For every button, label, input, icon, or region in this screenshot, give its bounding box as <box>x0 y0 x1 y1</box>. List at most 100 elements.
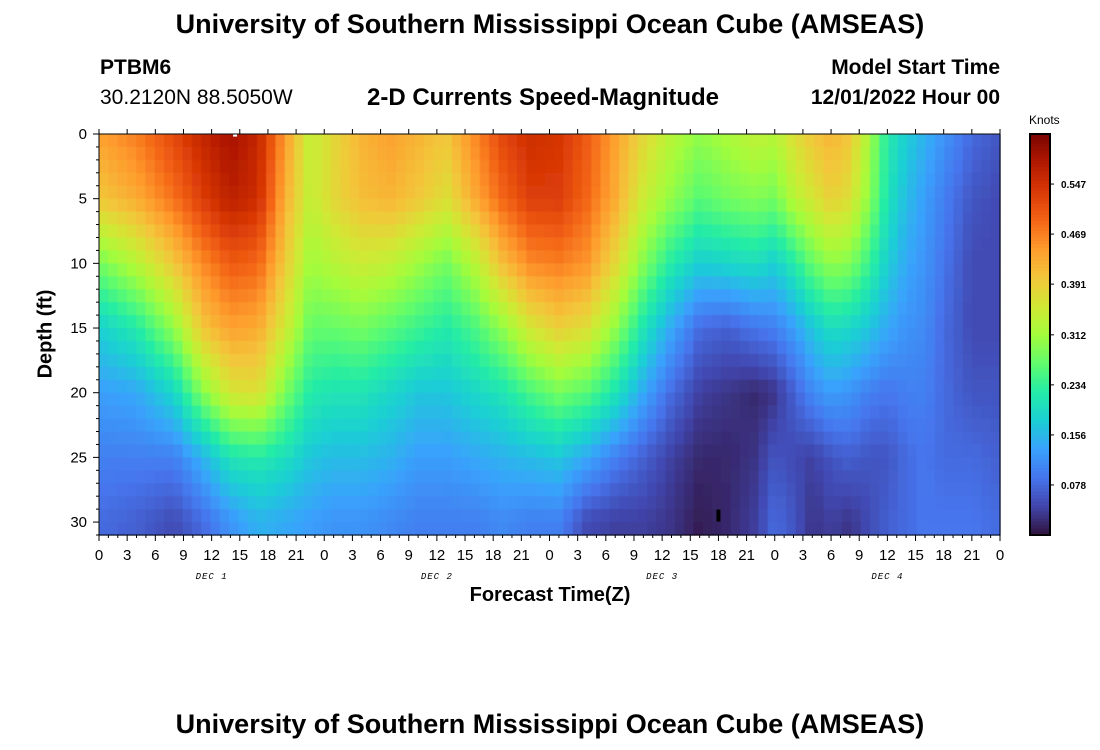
x-tick-label: 21 <box>288 547 305 564</box>
heat-cell <box>563 340 574 355</box>
heat-cell <box>312 276 323 290</box>
heat-cell <box>823 457 834 471</box>
heat-cell <box>879 328 890 342</box>
heat-cell <box>349 483 360 497</box>
heat-cell <box>284 379 295 394</box>
heat-cell <box>972 185 983 200</box>
heat-cell <box>535 211 546 226</box>
heat-cell <box>981 509 992 523</box>
heat-cell <box>312 198 323 213</box>
heat-cell <box>294 457 304 471</box>
heat-cell <box>303 379 314 394</box>
heat-cell <box>507 315 518 329</box>
heat-cell <box>377 483 388 497</box>
heat-cell <box>294 392 304 407</box>
heat-cell <box>312 172 323 187</box>
heat-cell <box>359 366 369 381</box>
heat-cell <box>451 237 462 252</box>
heat-cell <box>331 418 342 433</box>
colorbar-segment <box>1030 307 1050 312</box>
heat-cell <box>312 224 323 239</box>
heat-cell <box>795 159 806 174</box>
heat-cell <box>247 302 258 316</box>
heat-cell <box>674 302 685 316</box>
heat-cell <box>164 263 174 277</box>
heat-cell <box>489 483 500 497</box>
heat-cell <box>860 483 871 497</box>
heat-cell <box>99 172 109 187</box>
heat-cell <box>647 237 657 252</box>
heat-cell <box>331 366 342 381</box>
heat-cell <box>266 302 277 316</box>
heat-cell <box>507 522 518 536</box>
heat-cell <box>907 431 917 446</box>
heat-cell <box>377 224 388 239</box>
heat-cell <box>823 392 834 407</box>
heat-cell <box>647 353 657 368</box>
heat-cell <box>321 263 332 277</box>
heat-cell <box>684 276 695 290</box>
heat-cell <box>108 134 119 148</box>
heat-cell <box>739 159 750 174</box>
heat-cell <box>386 366 397 381</box>
heat-cell <box>414 457 425 471</box>
heat-cell <box>869 198 880 213</box>
heat-cell <box>647 302 657 316</box>
heat-cell <box>619 444 630 458</box>
heat-cell <box>145 353 156 368</box>
heat-cell <box>702 353 713 368</box>
heat-cell <box>99 315 109 329</box>
heat-cell <box>609 211 620 226</box>
heat-cell <box>684 134 695 148</box>
heat-cell <box>934 470 945 484</box>
heat-cell <box>609 405 620 420</box>
heat-cell <box>424 172 434 187</box>
heat-cell <box>758 263 769 277</box>
heat-cell <box>591 198 602 213</box>
heat-cell <box>117 263 128 277</box>
heat-cell <box>888 392 899 407</box>
day-label: DEC 1 <box>196 572 228 582</box>
heat-cell <box>182 172 193 187</box>
heat-cell <box>386 470 397 484</box>
heat-cell <box>136 431 147 446</box>
heat-cell <box>154 509 165 523</box>
heat-cell <box>442 134 453 148</box>
heat-cell <box>591 289 602 303</box>
heat-cell <box>888 146 899 161</box>
heat-cell <box>256 496 267 510</box>
heat-cell <box>600 211 611 226</box>
heat-cell <box>219 328 230 342</box>
heat-cell <box>321 289 332 303</box>
heat-cell <box>359 392 369 407</box>
heat-cell <box>814 211 825 226</box>
heat-cell <box>619 146 630 161</box>
heat-cell <box>600 276 611 290</box>
heat-cell <box>637 340 648 355</box>
heat-cell <box>396 379 407 394</box>
heat-cell <box>582 405 592 420</box>
heat-cell <box>674 405 685 420</box>
heat-cell <box>814 496 825 510</box>
heat-cell <box>136 444 147 458</box>
heat-cell <box>832 237 843 252</box>
heat-cell <box>312 237 323 252</box>
heat-cell <box>108 211 119 226</box>
heat-cell <box>925 392 936 407</box>
heat-cell <box>303 418 314 433</box>
heat-cell <box>888 340 899 355</box>
heat-cell <box>108 379 119 394</box>
heat-cell <box>786 457 797 471</box>
heat-cell <box>173 315 184 329</box>
heat-cell <box>433 328 444 342</box>
heat-cell <box>609 431 620 446</box>
heat-cell <box>637 185 648 200</box>
heat-cell <box>535 289 546 303</box>
heat-cell <box>396 392 407 407</box>
heat-cell <box>990 379 1001 394</box>
heat-cell <box>331 431 342 446</box>
colorbar-segment <box>1030 227 1050 232</box>
heat-cell <box>693 302 704 316</box>
heat-cell <box>229 172 239 187</box>
heat-cell <box>777 379 787 394</box>
